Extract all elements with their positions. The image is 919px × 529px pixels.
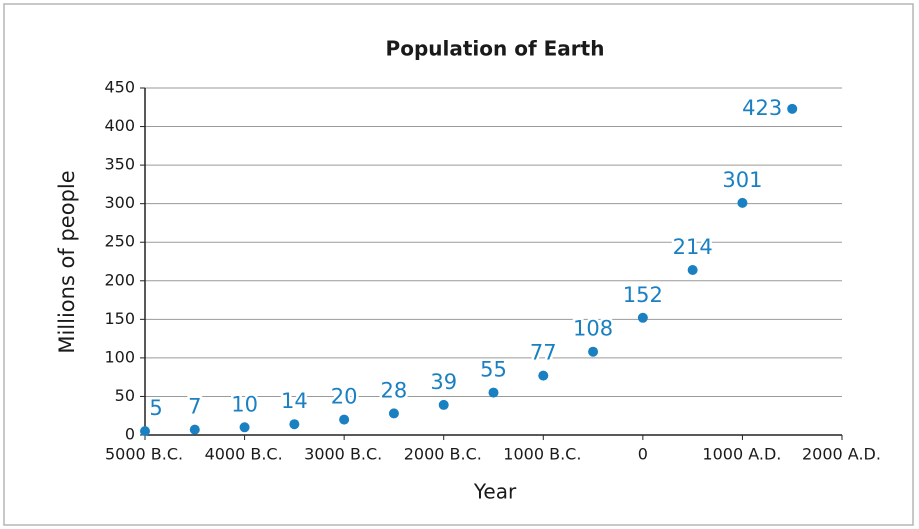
data-label: 214 — [673, 235, 713, 259]
data-label: 14 — [281, 389, 308, 413]
data-label: 108 — [573, 317, 613, 341]
point — [538, 370, 549, 381]
point — [687, 264, 698, 275]
data-label: 28 — [381, 378, 408, 402]
data-label: 77 — [530, 341, 557, 365]
data-label: 39 — [430, 370, 457, 394]
y-tick-label: 350 — [104, 155, 135, 174]
point — [438, 399, 449, 410]
point — [140, 426, 150, 437]
y-tick-label: 300 — [104, 193, 135, 212]
point — [189, 424, 200, 435]
x-tick-label: 4000 B.C. — [205, 445, 283, 464]
y-tick-label: 250 — [104, 232, 135, 251]
point — [588, 346, 599, 357]
data-label: 7 — [188, 395, 201, 419]
point — [289, 419, 300, 430]
y-tick-label: 400 — [104, 116, 135, 135]
x-tick-label: 1000 A.D. — [702, 445, 781, 464]
point — [737, 197, 748, 208]
y-tick-label: 150 — [104, 309, 135, 328]
frame — [3, 3, 914, 526]
point — [488, 387, 499, 398]
y-tick-label: 200 — [104, 270, 135, 289]
x-tick-label: 2000 A.D. — [802, 445, 881, 464]
y-tick-label: 100 — [104, 347, 135, 366]
data-label: 152 — [623, 283, 663, 307]
data-label: 423 — [742, 96, 782, 120]
y-axis-label: Millions of people — [55, 170, 79, 353]
x-tick-label: 0 — [638, 445, 648, 464]
data-label: 20 — [331, 385, 358, 409]
x-axis-label: Year — [473, 480, 517, 504]
x-tick-label: 5000 B.C. — [105, 445, 183, 464]
x-tick-label: 1000 B.C. — [503, 445, 581, 464]
point — [339, 414, 350, 425]
x-tick-label: 2000 B.C. — [404, 445, 482, 464]
y-tick-label: 0 — [125, 425, 135, 444]
y-tick-label: 450 — [104, 78, 135, 97]
data-label: 301 — [722, 168, 762, 192]
point — [637, 312, 648, 323]
point — [239, 422, 250, 433]
y-tick-label: 50 — [115, 386, 135, 405]
point — [388, 408, 399, 419]
chart-title: Population of Earth — [386, 37, 605, 61]
data-label: 10 — [231, 392, 258, 416]
x-tick-label: 3000 B.C. — [304, 445, 382, 464]
data-label: 5 — [149, 396, 162, 420]
data-label: 55 — [480, 358, 507, 382]
point — [787, 103, 798, 114]
